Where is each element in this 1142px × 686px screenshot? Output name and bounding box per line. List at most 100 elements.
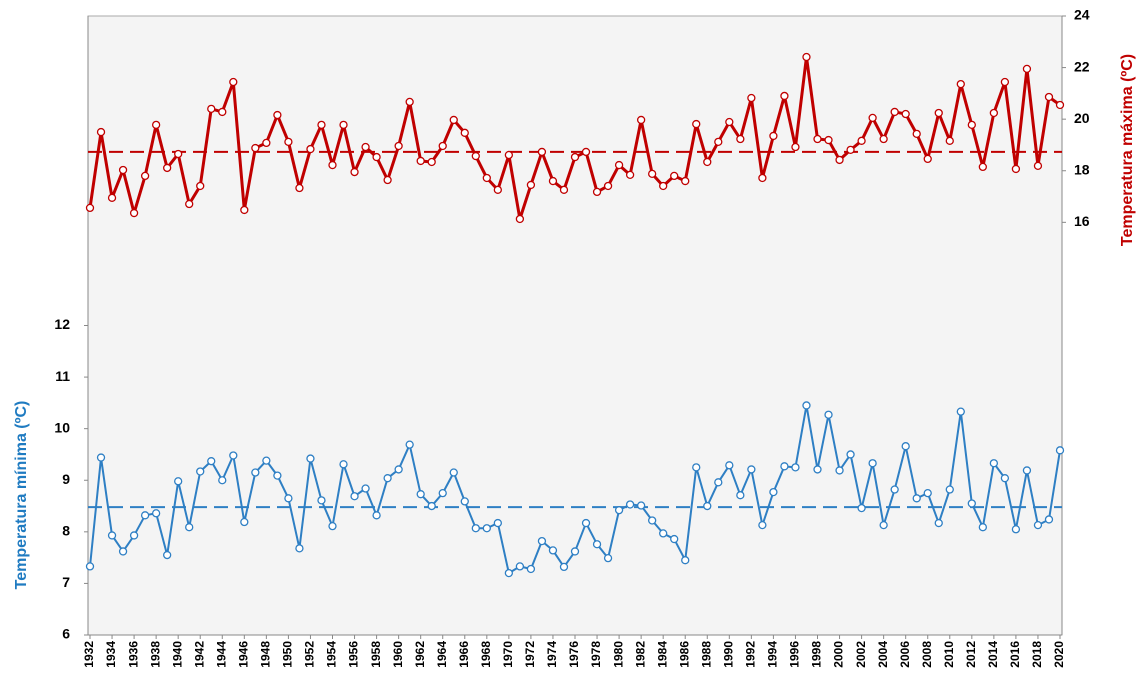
data-point (934, 108, 943, 118)
data-point (934, 518, 943, 528)
x-tick-label: 2006 (898, 641, 912, 668)
data-point (262, 138, 271, 148)
y2-axis-title: Temperatura máxima (ºC) (1119, 54, 1136, 246)
data-point (912, 494, 921, 503)
data-point (989, 108, 999, 118)
x-tick-label: 1970 (501, 641, 515, 668)
data-point (890, 107, 899, 117)
data-point (85, 562, 95, 571)
data-point (714, 137, 723, 147)
data-point (570, 152, 580, 162)
data-point (747, 93, 756, 103)
data-point (416, 490, 425, 499)
x-tick-label: 1992 (744, 641, 758, 668)
x-tick-label: 1950 (281, 641, 295, 668)
data-point (548, 176, 558, 186)
x-tick-label: 1936 (126, 641, 140, 668)
x-tick-label: 1934 (104, 641, 118, 668)
data-point (140, 171, 150, 181)
data-point (295, 183, 304, 193)
data-point (526, 180, 536, 190)
data-point (163, 163, 172, 173)
data-point (129, 531, 139, 540)
data-point (791, 142, 800, 152)
data-point (1000, 474, 1010, 483)
data-point (151, 509, 161, 518)
data-point (405, 97, 414, 107)
x-tick-label: 1960 (391, 641, 405, 668)
data-point (394, 465, 403, 474)
y-tick-label: 12 (54, 316, 70, 332)
x-tick-label: 2012 (964, 641, 978, 668)
data-point (383, 474, 392, 483)
data-point (438, 488, 447, 498)
data-point (636, 115, 646, 125)
data-point (361, 142, 370, 152)
data-point (328, 160, 337, 170)
data-point (306, 144, 315, 154)
data-point (890, 485, 899, 494)
data-point (670, 171, 679, 181)
data-point (85, 203, 95, 213)
data-point (460, 128, 469, 137)
data-point (118, 165, 128, 175)
x-tick-label: 1946 (236, 641, 250, 668)
data-point (350, 492, 359, 501)
x-tick-label: 1954 (325, 641, 339, 668)
data-point (603, 181, 613, 191)
data-point (559, 185, 569, 194)
data-point (427, 501, 436, 511)
data-point (614, 506, 624, 515)
data-point (901, 109, 910, 119)
data-point (185, 199, 194, 209)
x-tick-label: 1982 (633, 641, 647, 668)
x-tick-label: 1978 (589, 641, 603, 668)
data-point (703, 157, 712, 167)
data-point (196, 467, 205, 476)
data-point (339, 120, 348, 129)
data-point (681, 556, 690, 565)
y-tick-label: 10 (54, 419, 70, 435)
x-tick-label: 1990 (721, 641, 735, 668)
data-point (659, 181, 668, 191)
data-point (1044, 515, 1054, 524)
data-point (240, 517, 249, 527)
data-point (956, 79, 965, 89)
data-point (1055, 100, 1065, 110)
data-point (504, 150, 514, 160)
data-point (636, 501, 646, 510)
data-point (1055, 446, 1065, 455)
data-point (802, 52, 811, 62)
data-point (383, 175, 392, 185)
x-tick-label: 1940 (170, 641, 184, 668)
data-point (978, 162, 987, 172)
data-point (493, 518, 502, 528)
plot-area (87, 15, 1063, 636)
data-point (791, 463, 800, 472)
data-point (372, 152, 381, 162)
data-point (273, 471, 282, 480)
data-point (151, 120, 161, 129)
data-point (857, 503, 866, 513)
data-point (670, 534, 679, 544)
data-point (229, 451, 238, 460)
data-point (581, 518, 591, 528)
data-point (526, 564, 536, 574)
data-point (648, 169, 657, 178)
data-point (174, 149, 183, 159)
data-point (824, 135, 833, 145)
x-tick-label: 1938 (148, 641, 162, 668)
data-point (273, 110, 282, 120)
data-point (923, 154, 932, 164)
data-point (229, 77, 238, 87)
x-tick-label: 1968 (479, 641, 493, 668)
x-tick-label: 1996 (788, 641, 802, 668)
data-point (714, 478, 723, 487)
data-point (196, 181, 205, 191)
x-tick-label: 1972 (523, 641, 537, 668)
data-point (207, 457, 216, 466)
data-point (813, 465, 822, 474)
data-point (96, 453, 106, 462)
x-tick-label: 2004 (876, 641, 890, 668)
data-point (295, 544, 304, 553)
